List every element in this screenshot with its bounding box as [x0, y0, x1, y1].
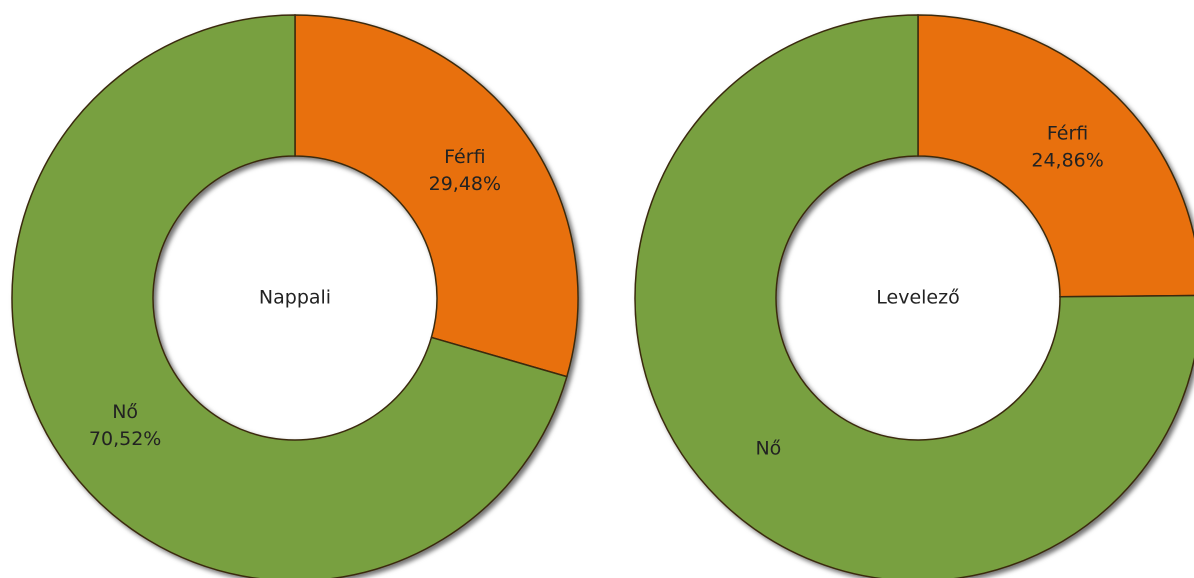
donut-segment	[11, 14, 568, 578]
donut-segment	[634, 14, 1194, 578]
donut-segment	[917, 14, 1194, 298]
value-label: 24,86%	[1031, 150, 1103, 172]
donut	[634, 14, 1194, 578]
donut	[11, 14, 579, 578]
donut-segment	[294, 14, 579, 378]
donut-title: Levelező	[876, 287, 959, 309]
donut-title: Nappali	[259, 287, 331, 309]
value-label: 70,52%	[89, 428, 161, 450]
segment-label: Férfi	[1047, 123, 1088, 145]
segment-label: Nő	[755, 437, 781, 459]
segment-label: Nő	[112, 401, 138, 423]
segment-label: Férfi	[444, 146, 485, 168]
value-label: 29,48%	[429, 173, 501, 195]
